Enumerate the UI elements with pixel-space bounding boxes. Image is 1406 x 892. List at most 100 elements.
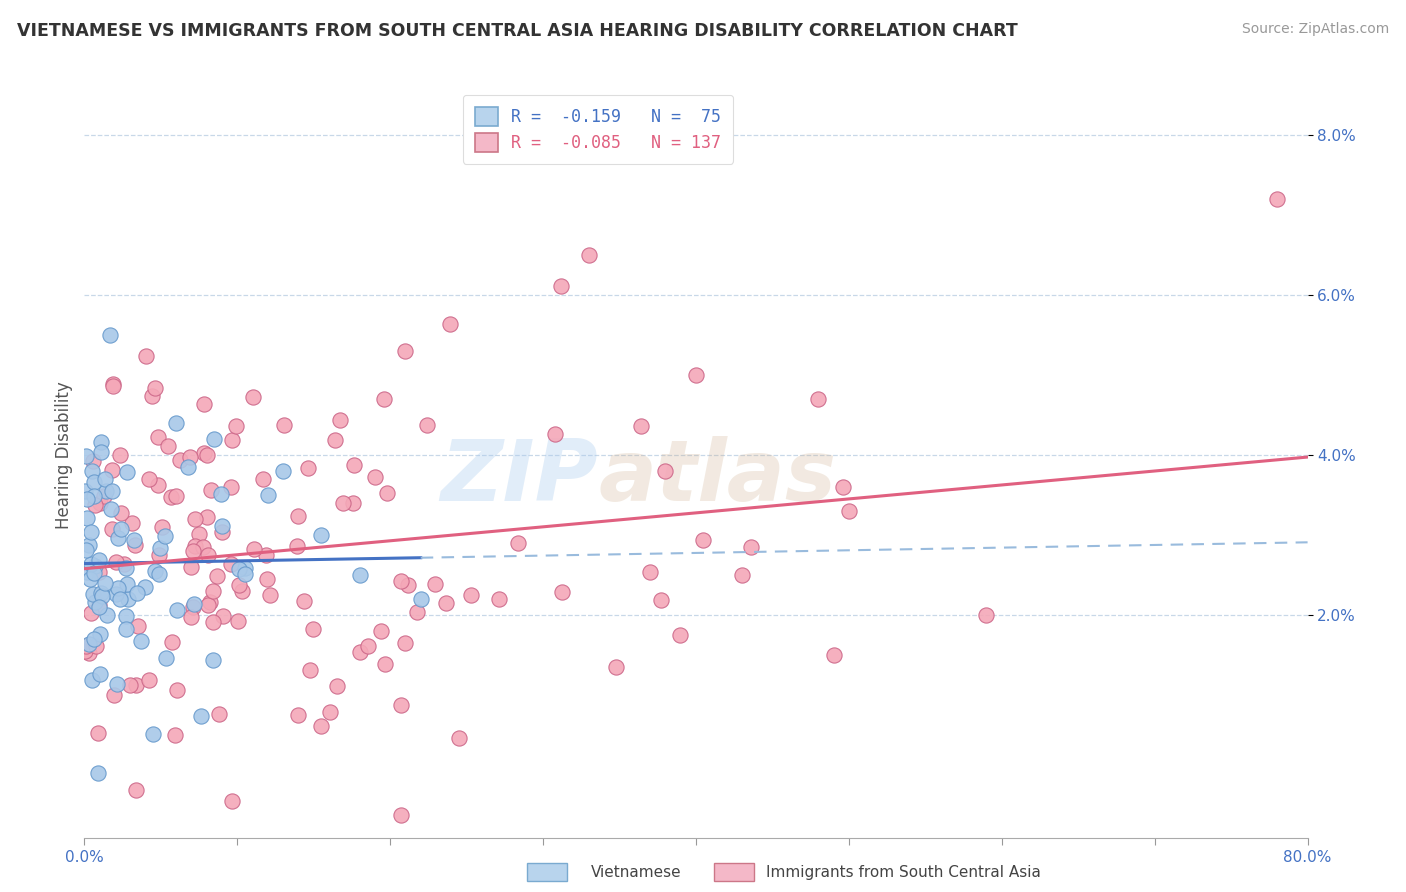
Point (117, 591, 139, 606)
Point (231, 584, 253, 599)
Point (198, 595, 221, 609)
Point (211, 608, 233, 623)
Point (89, 667, 111, 681)
Point (329, 413, 352, 427)
Point (155, 650, 177, 665)
Point (406, 605, 429, 619)
Point (654, 464, 676, 478)
Point (242, 390, 264, 404)
Point (415, 417, 437, 432)
Point (117, 576, 139, 591)
Point (349, 645, 371, 659)
Point (79, 646, 101, 660)
Point (544, 426, 567, 441)
Point (150, 520, 173, 534)
Point (297, 460, 319, 475)
Point (76, 566, 98, 580)
Text: Source: ZipAtlas.com: Source: ZipAtlas.com (1241, 22, 1389, 37)
Point (370, 624, 392, 639)
Point (221, 433, 243, 447)
Point (84, 640, 107, 654)
Point (107, 677, 129, 691)
Point (449, 731, 471, 745)
Point (160, 635, 183, 649)
Y-axis label: Hearing Disability: Hearing Disability (55, 381, 73, 529)
Point (209, 486, 232, 500)
Point (364, 469, 387, 483)
Point (1265, 192, 1288, 206)
Point (201, 583, 224, 598)
Point (115, 465, 138, 479)
Point (377, 486, 399, 500)
Point (299, 663, 322, 677)
Point (89, 495, 111, 509)
Point (149, 541, 172, 556)
Point (226, 614, 249, 628)
Point (256, 572, 278, 586)
Point (838, 504, 860, 518)
Point (83, 475, 105, 489)
Point (98, 328, 121, 343)
Point (93, 489, 115, 503)
Point (129, 634, 152, 648)
Point (127, 618, 149, 632)
Point (257, 488, 280, 502)
Point (254, 548, 277, 562)
Point (179, 450, 201, 465)
Point (394, 636, 416, 650)
Point (221, 794, 243, 808)
Point (180, 610, 202, 624)
Point (508, 536, 530, 550)
Point (89, 599, 111, 614)
Point (193, 397, 215, 411)
Point (87, 725, 110, 739)
Point (731, 567, 754, 582)
Point (221, 480, 243, 494)
Point (389, 698, 412, 713)
Point (163, 728, 186, 742)
Point (101, 484, 124, 499)
Point (233, 560, 256, 574)
Legend: R =  -0.159   N =  75, R =  -0.085   N = 137: R = -0.159 N = 75, R = -0.085 N = 137 (463, 95, 733, 163)
Point (121, 516, 143, 531)
Point (115, 609, 138, 624)
Point (219, 557, 242, 571)
Point (197, 548, 219, 562)
Point (94, 483, 117, 498)
Point (96, 608, 118, 623)
Point (82, 454, 104, 468)
Point (135, 350, 157, 364)
Point (202, 653, 225, 667)
Point (142, 726, 165, 740)
Point (165, 416, 187, 430)
Point (311, 528, 333, 542)
Point (551, 585, 574, 599)
Point (77, 637, 100, 651)
Point (692, 533, 714, 547)
Point (650, 592, 672, 607)
Point (342, 458, 364, 472)
Point (301, 622, 323, 636)
Point (374, 657, 396, 671)
Point (80, 607, 103, 621)
Point (124, 538, 146, 552)
Point (90, 586, 112, 600)
Point (292, 593, 315, 607)
Point (122, 533, 145, 548)
Point (285, 539, 308, 553)
Point (389, 574, 412, 588)
Point (84, 498, 107, 512)
Text: Vietnamese: Vietnamese (591, 865, 681, 880)
Point (101, 377, 124, 392)
Point (148, 566, 170, 581)
Point (271, 464, 294, 478)
Point (578, 248, 600, 262)
Point (342, 496, 364, 510)
Point (76, 511, 98, 525)
Point (228, 562, 250, 576)
Point (200, 483, 222, 498)
Text: atlas: atlas (598, 436, 837, 519)
Point (73, 644, 96, 658)
Point (188, 526, 211, 541)
Point (160, 491, 183, 505)
